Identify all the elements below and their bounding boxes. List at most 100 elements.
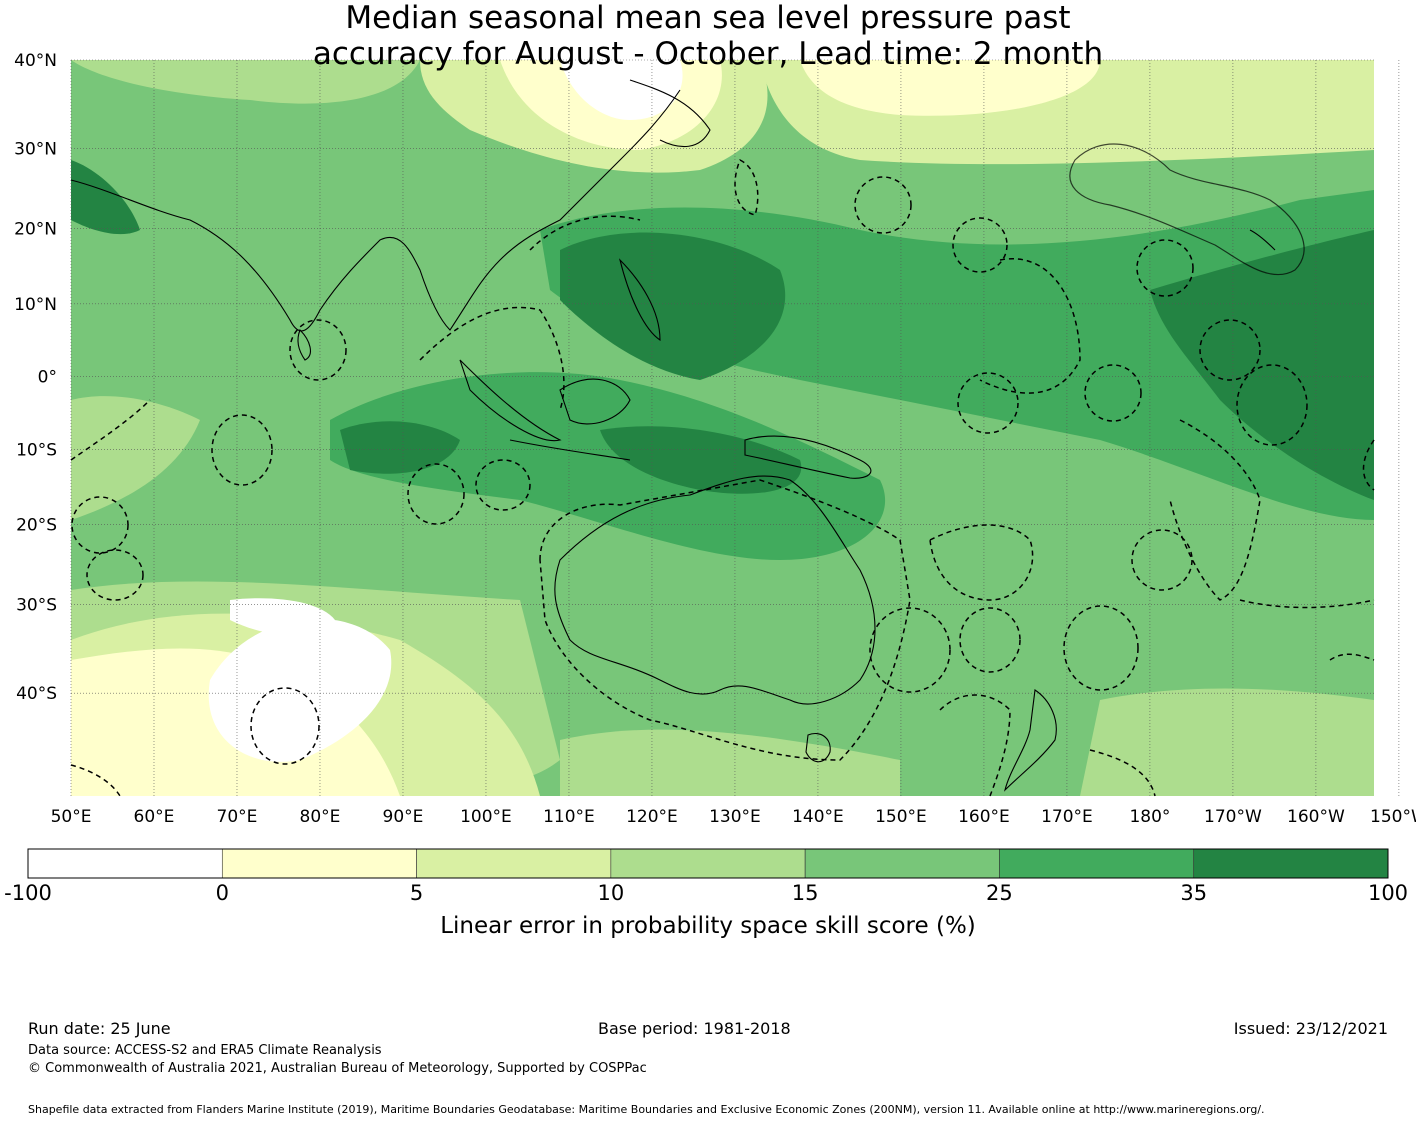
eez-boundary-australia (539, 479, 911, 761)
australia-coastline (554, 475, 876, 705)
issued-date: Issued: 23/12/2021 (1233, 1019, 1388, 1038)
eez-boundary (979, 258, 1081, 394)
eez-boundary (70, 764, 121, 797)
eez-boundary (1063, 605, 1139, 691)
coastlines (70, 79, 1276, 792)
eez-boundary (1236, 364, 1308, 446)
longitude-label: 80°E (300, 807, 341, 827)
longitude-label: 170°W (1204, 807, 1262, 827)
colorbar-frame (27, 848, 1389, 879)
skill-band-negative-south-2 (230, 598, 335, 635)
eez-boundary (869, 607, 951, 693)
eez-boundaries (70, 158, 1375, 797)
philippines-coastline (618, 258, 661, 342)
eez-boundary (250, 687, 320, 765)
skill-band-0-5-north-pacific (800, 60, 1100, 116)
latitude-labels: 40°N 30°N 20°N 10°N 0° 10°S 20°S 30°S 40°S (14, 51, 57, 704)
longitude-label: 170°E (1041, 807, 1093, 827)
new-zealand-coastline (1003, 689, 1057, 792)
latitude-label: 10°N (14, 295, 57, 315)
longitude-label: 150°E (875, 807, 927, 827)
eez-boundary-hawaii (1069, 143, 1305, 276)
eez-boundary (71, 496, 129, 554)
longitude-label: 150°W (1370, 807, 1416, 827)
asia-coastline (70, 89, 681, 332)
eez-boundary (289, 319, 347, 381)
longitude-label: 50°E (51, 807, 92, 827)
eez-boundary (1199, 319, 1261, 381)
tasmania-coastline (805, 733, 831, 763)
latitude-label: 10°S (16, 440, 57, 460)
colorbar-segment (221, 848, 417, 879)
skill-band-25-35-maritime (330, 372, 886, 560)
latitude-label: 30°S (16, 596, 57, 616)
colorbar-segment (27, 848, 223, 879)
eez-boundary (959, 607, 1021, 673)
skill-band-negative-south (208, 618, 392, 762)
eez-boundary (419, 306, 565, 411)
colorbar-tick-label: 25 (986, 881, 1013, 905)
longitude-label: 90°E (383, 807, 424, 827)
colorbar-tick-label: 35 (1180, 881, 1207, 905)
eez-boundary (1329, 653, 1375, 661)
longitude-label: 160°W (1287, 807, 1345, 827)
longitude-labels: 50°E 60°E 70°E 80°E 90°E 100°E 110°E 120°E 130°E… (51, 807, 1416, 827)
graticule (70, 59, 1400, 796)
eez-boundary (1136, 239, 1194, 297)
colorbar: -100 0 5 10 15 25 35 100 (4, 848, 1408, 905)
colorbar-tick-label: 10 (597, 881, 624, 905)
latitude-label: 20°N (14, 220, 57, 240)
colorbar-tick-label: -100 (4, 881, 52, 905)
map-title: Median seasonal mean sea level pressure … (0, 0, 1416, 72)
map-title-line-1: Median seasonal mean sea level pressure … (345, 0, 1071, 36)
borneo-coastline (559, 378, 631, 425)
sri-lanka-coastline (297, 329, 311, 361)
longitude-label: 180° (1129, 807, 1170, 827)
hawaii-coastline (1249, 229, 1276, 251)
japan-coastline (629, 79, 711, 148)
colorbar-tick-label: 5 (410, 881, 423, 905)
eez-boundary (529, 215, 641, 251)
eez-boundary (70, 399, 151, 461)
skill-band-35-100-philippines (560, 232, 786, 380)
colorbar-tick-label: 100 (1368, 881, 1408, 905)
eez-boundary (1362, 439, 1375, 491)
skill-band-35-100-arabia (71, 160, 140, 235)
colorbar-segment (804, 848, 1000, 879)
eez-boundary (1131, 529, 1193, 591)
eez-boundary (407, 463, 465, 525)
eez-boundary (475, 459, 531, 511)
skill-band-10-15-north-west (71, 60, 420, 104)
colorbar-segment (1193, 848, 1389, 879)
copyright: © Commonwealth of Australia 2021, Austra… (28, 1061, 647, 1076)
colorbar-label: Linear error in probability space skill … (440, 913, 976, 939)
skill-score-field (71, 60, 1374, 796)
eez-boundary (211, 414, 273, 486)
longitude-label: 70°E (217, 807, 258, 827)
longitude-label: 120°E (626, 807, 678, 827)
shapefile-credit: Shapefile data extracted from Flanders M… (28, 1103, 1265, 1116)
base-period: Base period: 1981-2018 (598, 1019, 791, 1038)
latitude-label: 0° (38, 368, 57, 388)
eez-boundary (734, 158, 759, 216)
sumatra-coastline (459, 359, 562, 442)
java-coastline (509, 439, 631, 461)
longitude-label: 130°E (709, 807, 761, 827)
longitude-label: 60°E (134, 807, 175, 827)
run-date: Run date: 25 June (28, 1019, 171, 1038)
eez-boundary (1239, 599, 1375, 609)
eez-boundary (854, 176, 912, 234)
latitude-label: 40°N (14, 51, 57, 71)
eez-boundary (86, 549, 144, 601)
skill-band-35-100-central-pacific (1150, 230, 1374, 500)
data-source: Data source: ACCESS-S2 and ERA5 Climate … (28, 1043, 382, 1058)
skill-band-10-15-southeast (1080, 688, 1374, 796)
skill-band-35-100-indian (340, 421, 460, 474)
latitude-label: 20°S (16, 515, 57, 535)
skill-band-10-15-west-indian (71, 396, 200, 520)
eez-boundary (929, 524, 1034, 601)
colorbar-segment (999, 848, 1195, 879)
latitude-label: 40°S (16, 684, 57, 704)
longitude-label: 110°E (543, 807, 595, 827)
